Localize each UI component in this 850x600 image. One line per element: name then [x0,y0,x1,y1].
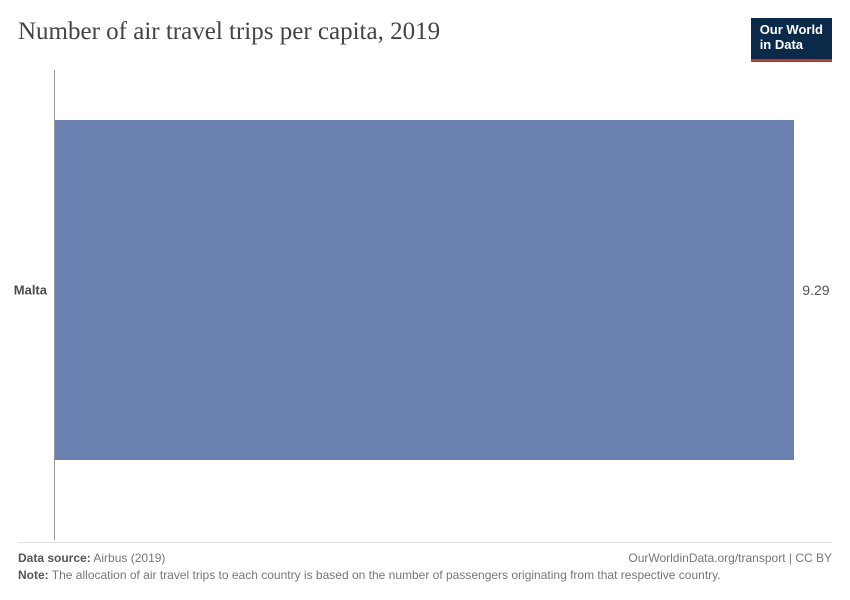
note-label: Note: [18,568,49,582]
category-label-malta: Malta [14,283,47,298]
chart-plot-area: Malta 9.29 [54,70,810,540]
source-value: Airbus (2019) [93,551,165,565]
chart-footer: Data source: Airbus (2019) OurWorldinDat… [18,542,832,582]
logo-line-1: Our World [760,22,823,37]
attribution-text: OurWorldinData.org/transport | CC BY [628,551,832,565]
bar-malta: Malta 9.29 [55,120,794,460]
footer-row-source: Data source: Airbus (2019) OurWorldinDat… [18,551,832,565]
chart-header: Number of air travel trips per capita, 2… [18,18,832,62]
footer-row-note: Note: The allocation of air travel trips… [18,568,832,582]
value-label-malta: 9.29 [802,282,829,298]
chart-title: Number of air travel trips per capita, 2… [18,18,440,46]
owid-logo: Our World in Data [751,18,832,62]
note-value: The allocation of air travel trips to ea… [52,568,721,582]
logo-line-2: in Data [760,37,803,52]
source-text: Data source: Airbus (2019) [18,551,165,565]
source-label: Data source: [18,551,91,565]
